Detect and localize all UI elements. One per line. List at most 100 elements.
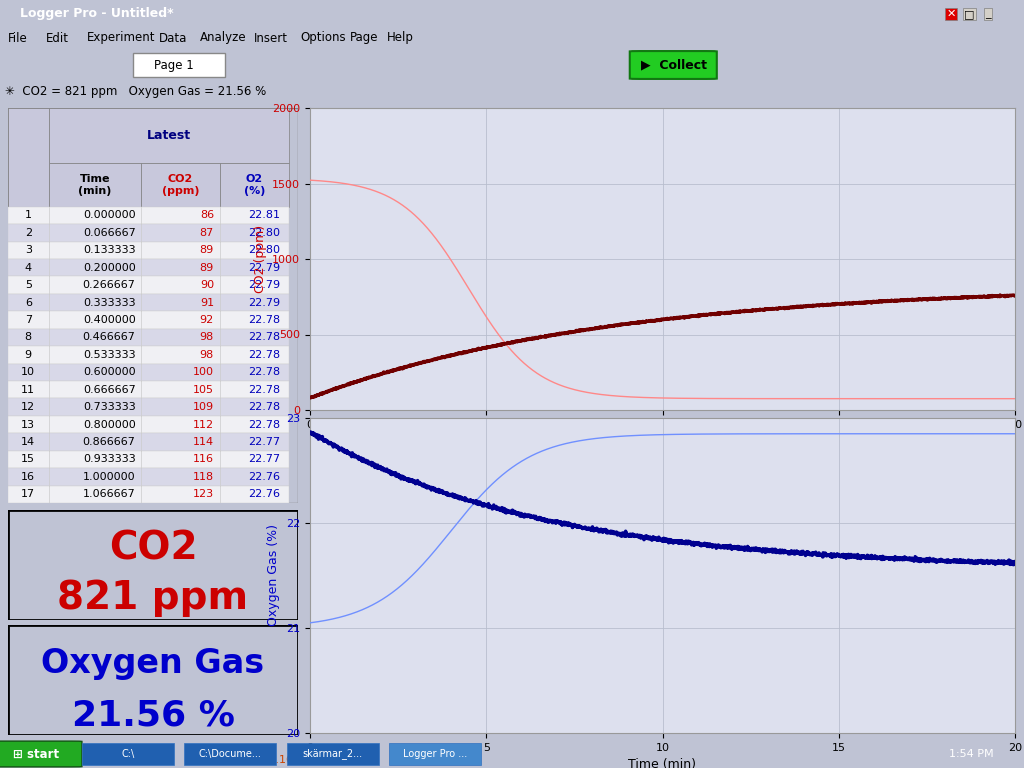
Text: 3: 3	[25, 245, 32, 255]
Text: 22.80: 22.80	[249, 245, 281, 255]
Text: 22.78: 22.78	[249, 402, 281, 412]
Text: 0.133333: 0.133333	[83, 245, 135, 255]
Text: □: □	[965, 9, 975, 19]
Bar	[8, 329, 290, 346]
Text: 116: 116	[193, 455, 214, 465]
Text: Latest: Latest	[146, 129, 191, 142]
Bar	[8, 485, 290, 503]
Text: ⊞ start: ⊞ start	[12, 747, 59, 760]
Text: 0.600000: 0.600000	[83, 367, 135, 377]
X-axis label: Time (min): Time (min)	[629, 435, 696, 449]
X-axis label: Time (min): Time (min)	[629, 758, 696, 768]
Text: 1.066667: 1.066667	[83, 489, 135, 499]
Text: 87: 87	[200, 228, 214, 238]
Text: 22.79: 22.79	[249, 297, 281, 308]
Bar	[8, 108, 48, 207]
Text: 0.066667: 0.066667	[83, 228, 135, 238]
Text: _: _	[985, 9, 991, 19]
Text: C:\Docume...: C:\Docume...	[199, 749, 262, 759]
Text: (3.16, 22.96): (3.16, 22.96)	[264, 755, 337, 765]
FancyBboxPatch shape	[287, 743, 379, 765]
Text: 12: 12	[22, 402, 36, 412]
Text: 22.78: 22.78	[249, 333, 281, 343]
Bar	[48, 164, 141, 207]
Text: 821 ppm: 821 ppm	[57, 579, 249, 617]
FancyBboxPatch shape	[389, 743, 481, 765]
Text: 22.78: 22.78	[249, 367, 281, 377]
Text: Logger Pro ...: Logger Pro ...	[403, 749, 467, 759]
Bar	[8, 259, 290, 276]
Text: Page 1: Page 1	[155, 58, 194, 71]
Text: 0.266667: 0.266667	[83, 280, 135, 290]
Bar	[8, 224, 290, 242]
Text: CO2
(ppm): CO2 (ppm)	[162, 174, 200, 196]
Text: 0.533333: 0.533333	[83, 350, 135, 360]
Bar	[8, 294, 290, 311]
FancyBboxPatch shape	[184, 743, 276, 765]
Text: CO2: CO2	[109, 529, 198, 568]
Text: 89: 89	[200, 263, 214, 273]
Bar	[8, 242, 290, 259]
Text: 11: 11	[22, 385, 35, 395]
Text: 0.866667: 0.866667	[83, 437, 135, 447]
Text: 21.56 %: 21.56 %	[72, 698, 234, 732]
Bar	[8, 433, 290, 451]
Text: 8: 8	[25, 333, 32, 343]
Text: 1: 1	[25, 210, 32, 220]
Text: Edit: Edit	[46, 31, 69, 45]
Text: 91: 91	[200, 297, 214, 308]
Bar	[8, 451, 290, 468]
Text: 22.79: 22.79	[249, 280, 281, 290]
Text: 0.000000: 0.000000	[83, 210, 135, 220]
Text: 5: 5	[25, 280, 32, 290]
Text: 98: 98	[200, 333, 214, 343]
Text: 1.000000: 1.000000	[83, 472, 135, 482]
Text: 0.800000: 0.800000	[83, 419, 135, 429]
Text: 0.666667: 0.666667	[83, 385, 135, 395]
Text: 13: 13	[22, 419, 35, 429]
Text: ✕: ✕	[946, 9, 956, 19]
Text: 0.933333: 0.933333	[83, 455, 135, 465]
Text: Help: Help	[387, 31, 414, 45]
Text: 4: 4	[25, 263, 32, 273]
Bar	[48, 108, 290, 164]
Text: 14: 14	[22, 437, 36, 447]
Text: ▶  Collect: ▶ Collect	[641, 58, 707, 71]
Text: 22.76: 22.76	[249, 489, 281, 499]
Bar	[141, 164, 220, 207]
Text: Insert: Insert	[254, 31, 288, 45]
Text: 92: 92	[200, 315, 214, 325]
Text: Experiment: Experiment	[87, 31, 156, 45]
Text: 22.81: 22.81	[249, 210, 281, 220]
Text: O2
(%): O2 (%)	[244, 174, 265, 196]
FancyBboxPatch shape	[82, 743, 174, 765]
Text: 123: 123	[193, 489, 214, 499]
Text: Page: Page	[350, 31, 379, 45]
Bar	[8, 207, 290, 224]
Y-axis label: Oxygen Gas (%): Oxygen Gas (%)	[267, 525, 281, 627]
Text: 22.80: 22.80	[249, 228, 281, 238]
Text: C:\: C:\	[122, 749, 134, 759]
Text: 105: 105	[193, 385, 214, 395]
Bar	[8, 381, 290, 399]
Text: Logger Pro - Untitled*: Logger Pro - Untitled*	[20, 8, 174, 21]
Bar	[8, 363, 290, 381]
Text: 22.78: 22.78	[249, 385, 281, 395]
Text: 100: 100	[193, 367, 214, 377]
Text: Time
(min): Time (min)	[78, 174, 112, 196]
Text: 118: 118	[193, 472, 214, 482]
Text: ✳  CO2 = 821 ppm   Oxygen Gas = 21.56 %: ✳ CO2 = 821 ppm Oxygen Gas = 21.56 %	[5, 84, 266, 98]
Text: 98: 98	[200, 350, 214, 360]
Text: 17: 17	[22, 489, 36, 499]
Text: 89: 89	[200, 245, 214, 255]
Text: 7: 7	[25, 315, 32, 325]
Text: 0.333333: 0.333333	[83, 297, 135, 308]
Text: Analyze: Analyze	[200, 31, 247, 45]
Text: Oxygen Gas: Oxygen Gas	[41, 647, 264, 680]
Text: 16: 16	[22, 472, 35, 482]
Text: 22.78: 22.78	[249, 350, 281, 360]
FancyBboxPatch shape	[630, 51, 717, 79]
Bar	[8, 468, 290, 485]
Text: 10: 10	[22, 367, 35, 377]
Text: 9: 9	[25, 350, 32, 360]
